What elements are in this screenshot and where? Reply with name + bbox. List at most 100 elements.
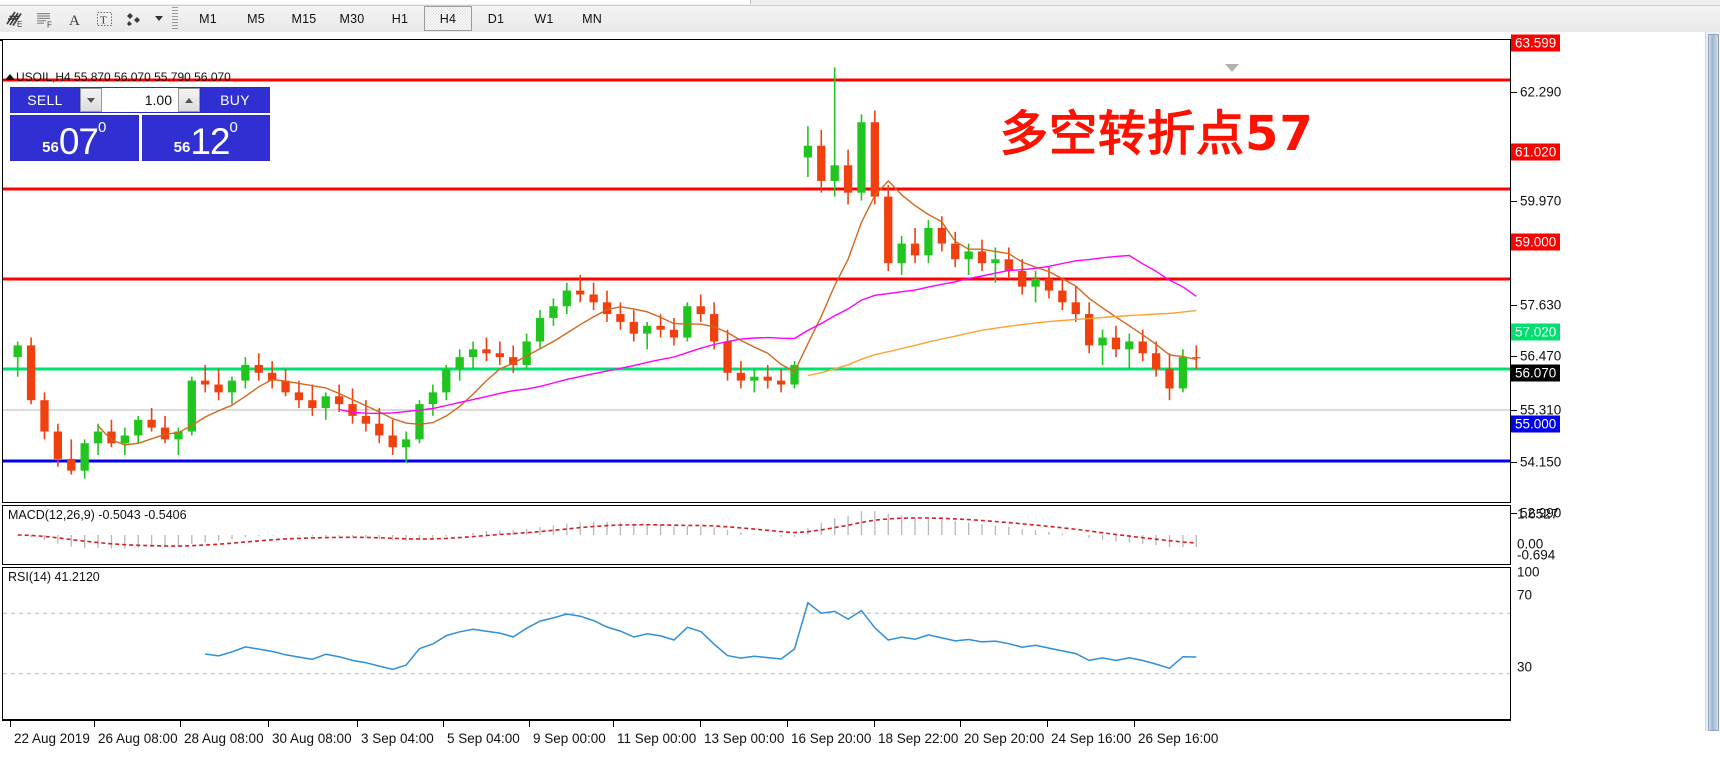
scale-dropdown-icon[interactable] — [1225, 64, 1239, 72]
buy-button[interactable]: BUY — [201, 88, 269, 112]
indicator-list-icon[interactable]: F — [30, 6, 60, 31]
time-axis-tick — [529, 721, 530, 727]
candle-body — [174, 431, 183, 440]
timeframe-h4[interactable]: H4 — [424, 6, 472, 31]
candle-body — [937, 227, 946, 244]
buy-price-display[interactable]: 56 12 0 — [141, 115, 270, 161]
rsi-pane[interactable]: RSI(14) 41.2120 — [2, 567, 1511, 720]
candle-body — [1192, 357, 1201, 359]
active-window-tab[interactable] — [0, 0, 751, 4]
objects-icon[interactable] — [120, 6, 150, 31]
timeframe-w1[interactable]: W1 — [534, 11, 554, 26]
candle-body — [817, 145, 826, 181]
timeframe-mn[interactable]: MN — [582, 11, 602, 26]
ma-mid-line — [338, 254, 1197, 415]
candle-body — [709, 314, 719, 342]
candle-body — [857, 122, 866, 193]
one-click-trading-panel[interactable]: SELL 1.00 BUY 56 07 0 56 12 0 — [10, 87, 270, 161]
candle-body — [80, 443, 89, 471]
time-axis-tick — [1134, 721, 1135, 727]
expert-advisor-icon[interactable]: E — [0, 6, 30, 31]
candle-body — [375, 423, 384, 436]
time-axis-tick — [94, 721, 95, 727]
time-axis-tick — [10, 721, 11, 727]
candle-body — [696, 306, 705, 315]
chart-collapse-icon[interactable] — [5, 74, 15, 80]
time-axis-tick — [268, 721, 269, 727]
price-axis-plate: 57.020 — [1511, 323, 1561, 341]
vertical-scrollbar[interactable] — [1705, 32, 1720, 731]
chart-window: USOIL,H4 55.870 56.070 55.790 56.070 MAC… — [0, 32, 1720, 764]
timeframe-m15[interactable]: M15 — [291, 11, 317, 26]
time-axis-label: 11 Sep 00:00 — [617, 731, 697, 746]
time-axis[interactable]: 22 Aug 2019 26 Aug 08:00 28 Aug 08:00 30 Au… — [2, 720, 1511, 764]
sell-button[interactable]: SELL — [11, 88, 79, 112]
buy-price-prefix: 56 — [173, 139, 191, 156]
time-axis-label: 24 Sep 16:00 — [1051, 731, 1132, 746]
candle-body — [1018, 271, 1027, 287]
price-axis-label: 57.630 — [1520, 297, 1562, 313]
price-axis[interactable]: 63.599 62.290 61.020 59.970 59.000 57.630 57.0… — [1511, 34, 1706, 720]
candle-body — [93, 431, 103, 444]
candle-body — [281, 380, 290, 393]
symbol-ohlc-label: USOIL,H4 55.870 56.070 55.790 56.070 — [16, 70, 231, 84]
toolbar-grip[interactable] — [172, 7, 178, 30]
text-label-icon[interactable]: A — [60, 6, 90, 31]
candle-body — [147, 419, 156, 428]
rsi-axis-label: 70 — [1517, 587, 1533, 603]
window-tabstrip — [0, 0, 1720, 6]
scrollbar-thumb[interactable] — [1708, 34, 1719, 731]
timeframe-m30[interactable]: M30 — [339, 11, 365, 26]
rsi-line — [205, 601, 1197, 671]
candle-body — [1098, 337, 1107, 346]
candle-body — [1044, 278, 1054, 291]
time-axis-tick — [960, 721, 961, 727]
price-axis-plate: 59.000 — [1511, 233, 1561, 251]
timeframe-m1[interactable]: M1 — [199, 11, 217, 26]
volume-increment-button[interactable] — [178, 88, 200, 112]
candle-body — [482, 349, 491, 354]
candle-body — [455, 357, 464, 369]
price-axis-tick — [1511, 305, 1517, 306]
candle-body — [67, 458, 76, 471]
candle-body — [683, 306, 692, 338]
candle-body — [776, 380, 786, 385]
timeframe-d1[interactable]: D1 — [487, 11, 505, 26]
time-axis-label: 20 Sep 20:00 — [964, 731, 1045, 746]
candle-body — [910, 243, 920, 256]
candle-body — [107, 431, 116, 444]
macd-pane[interactable]: MACD(12,26,9) -0.5043 -0.5406 — [2, 505, 1511, 565]
candle-body — [294, 392, 304, 401]
text-box-icon[interactable]: T — [90, 6, 120, 31]
macd-axis-label: 1.6527 — [1517, 506, 1559, 522]
candle-body — [549, 306, 558, 318]
objects-dropdown-icon[interactable] — [150, 6, 166, 31]
time-axis-tick — [700, 721, 701, 727]
volume-decrement-button[interactable] — [80, 88, 102, 112]
time-axis-tick — [787, 721, 788, 727]
candle-body — [321, 396, 330, 409]
timeframe-m5[interactable]: M5 — [247, 11, 265, 26]
candle-body — [227, 380, 237, 393]
candle-body — [870, 122, 880, 197]
svg-text:A: A — [69, 13, 80, 29]
time-axis-tick — [613, 721, 614, 727]
sell-price-fraction: 0 — [98, 119, 107, 136]
candle-body — [134, 419, 143, 436]
price-axis-label: 56.470 — [1520, 348, 1562, 364]
candle-body — [629, 321, 638, 334]
sell-price-display[interactable]: 56 07 0 — [10, 115, 139, 161]
sell-price-main: 07 — [58, 121, 99, 162]
candle-body — [736, 372, 746, 381]
candle-body — [964, 251, 973, 260]
time-axis-label: 13 Sep 00:00 — [704, 731, 785, 746]
volume-input[interactable]: 1.00 — [102, 88, 178, 112]
rsi-axis-label: 30 — [1517, 659, 1533, 675]
candle-body — [401, 439, 411, 448]
candle-body — [1085, 314, 1094, 346]
chart-annotation-text[interactable]: 多空转折点57 — [1000, 106, 1314, 162]
candle-body — [1151, 353, 1161, 369]
price-pane[interactable] — [2, 39, 1511, 503]
timeframe-h1[interactable]: H1 — [391, 11, 409, 26]
svg-text:E: E — [17, 20, 22, 29]
